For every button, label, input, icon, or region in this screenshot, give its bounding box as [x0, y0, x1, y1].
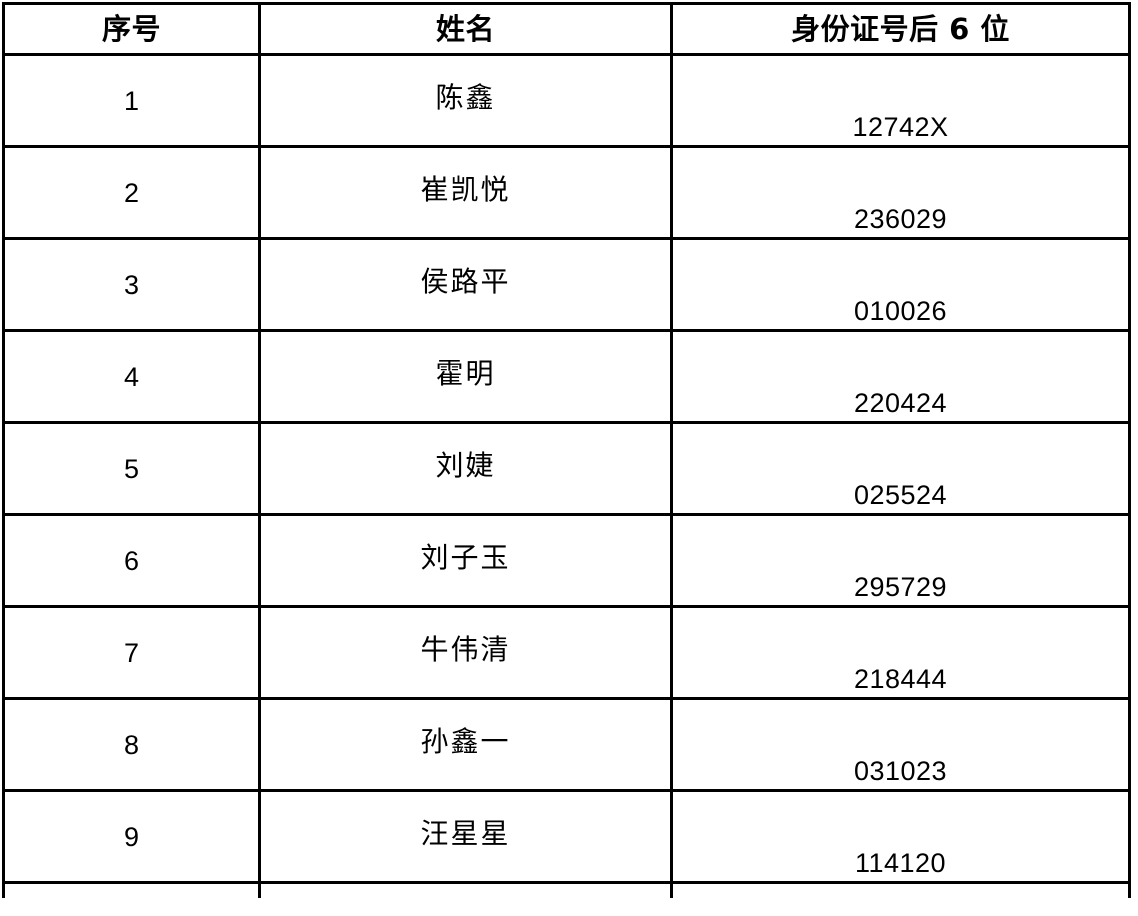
- row-index-value: 2: [123, 178, 140, 208]
- roster-table: 序号 姓名 身份证号后 6 位 1 陈鑫 12742X 2 崔凯悦 236029…: [2, 2, 1131, 898]
- row-name-value: 孙鑫一: [420, 725, 511, 758]
- cell-id-suffix: 220424: [670, 329, 1131, 424]
- row-index-value: 9: [123, 822, 140, 852]
- cell-index: 2: [2, 145, 261, 240]
- row-name-value: 汪星星: [420, 817, 511, 850]
- cell-name: 刘婕: [258, 421, 673, 516]
- cell-index: 8: [2, 697, 261, 792]
- row-id-suffix-value: 236029: [853, 204, 948, 234]
- table-row: 6 刘子玉 295729: [2, 513, 1131, 608]
- cell-index: 3: [2, 237, 261, 332]
- table-row: 3 侯路平 010026: [2, 237, 1131, 332]
- cell-index: 5: [2, 421, 261, 516]
- cell-index: 6: [2, 513, 261, 608]
- table-row: 9 汪星星 114120: [2, 789, 1131, 884]
- row-index-value: 4: [123, 362, 140, 392]
- cell-name: 牛伟清: [258, 605, 673, 700]
- row-index-value: 1: [123, 86, 140, 116]
- cell-name: 汪星星: [258, 789, 673, 884]
- cell-name: [258, 881, 673, 898]
- column-header-index: 序号: [2, 2, 261, 56]
- row-id-suffix-value: 114120: [854, 848, 947, 878]
- header-row: 序号 姓名 身份证号后 6 位: [2, 2, 1131, 56]
- row-id-suffix-value: 010026: [853, 296, 948, 326]
- row-id-suffix-value: 031023: [853, 756, 948, 786]
- cell-name: 侯路平: [258, 237, 673, 332]
- cell-index: 4: [2, 329, 261, 424]
- row-index-value: 3: [123, 270, 140, 300]
- cell-name: 崔凯悦: [258, 145, 673, 240]
- cell-name: 霍明: [258, 329, 673, 424]
- cell-id-suffix: 218444: [670, 605, 1131, 700]
- row-index-value: 5: [123, 454, 140, 484]
- row-name-value: 陈鑫: [435, 81, 496, 114]
- row-name-value: 崔凯悦: [420, 173, 511, 206]
- table-header: 序号 姓名 身份证号后 6 位: [2, 2, 1131, 56]
- cell-index: 7: [2, 605, 261, 700]
- table-row: 4 霍明 220424: [2, 329, 1131, 424]
- table-row: 5 刘婕 025524: [2, 421, 1131, 516]
- cell-name: 刘子玉: [258, 513, 673, 608]
- row-name-value: 刘子玉: [420, 541, 511, 574]
- cell-index: [2, 881, 261, 898]
- cell-id-suffix: [670, 881, 1131, 898]
- row-index-value: 6: [123, 546, 140, 576]
- row-name-value: 刘婕: [435, 449, 496, 482]
- row-name-value: 侯路平: [420, 265, 511, 298]
- cell-index: 9: [2, 789, 261, 884]
- table-row: 8 孙鑫一 031023: [2, 697, 1131, 792]
- row-id-suffix-value: 295729: [853, 572, 948, 602]
- cell-id-suffix: 114120: [670, 789, 1131, 884]
- column-header-name: 姓名: [258, 2, 673, 56]
- table-row-clipped: [2, 881, 1131, 898]
- table-row: 2 崔凯悦 236029: [2, 145, 1131, 240]
- cell-id-suffix: 236029: [670, 145, 1131, 240]
- table-body: 1 陈鑫 12742X 2 崔凯悦 236029 3 侯路平 010026 4 …: [2, 53, 1131, 898]
- row-index-value: 7: [123, 638, 140, 668]
- cell-id-suffix: 295729: [670, 513, 1131, 608]
- row-index-value: 8: [123, 730, 140, 760]
- column-header-id-suffix: 身份证号后 6 位: [670, 2, 1131, 56]
- row-id-suffix-value: 12742X: [852, 112, 949, 142]
- row-id-suffix-value: 025524: [853, 480, 948, 510]
- cell-id-suffix: 010026: [670, 237, 1131, 332]
- cell-name: 陈鑫: [258, 53, 673, 148]
- table-row: 7 牛伟清 218444: [2, 605, 1131, 700]
- row-id-suffix-value: 220424: [853, 388, 948, 418]
- cell-id-suffix: 025524: [670, 421, 1131, 516]
- cell-id-suffix: 12742X: [670, 53, 1131, 148]
- cell-id-suffix: 031023: [670, 697, 1131, 792]
- row-id-suffix-value: 218444: [853, 664, 948, 694]
- row-name-value: 牛伟清: [420, 633, 511, 666]
- cell-name: 孙鑫一: [258, 697, 673, 792]
- row-name-value: 霍明: [435, 357, 496, 390]
- cell-index: 1: [2, 53, 261, 148]
- table-row: 1 陈鑫 12742X: [2, 53, 1131, 148]
